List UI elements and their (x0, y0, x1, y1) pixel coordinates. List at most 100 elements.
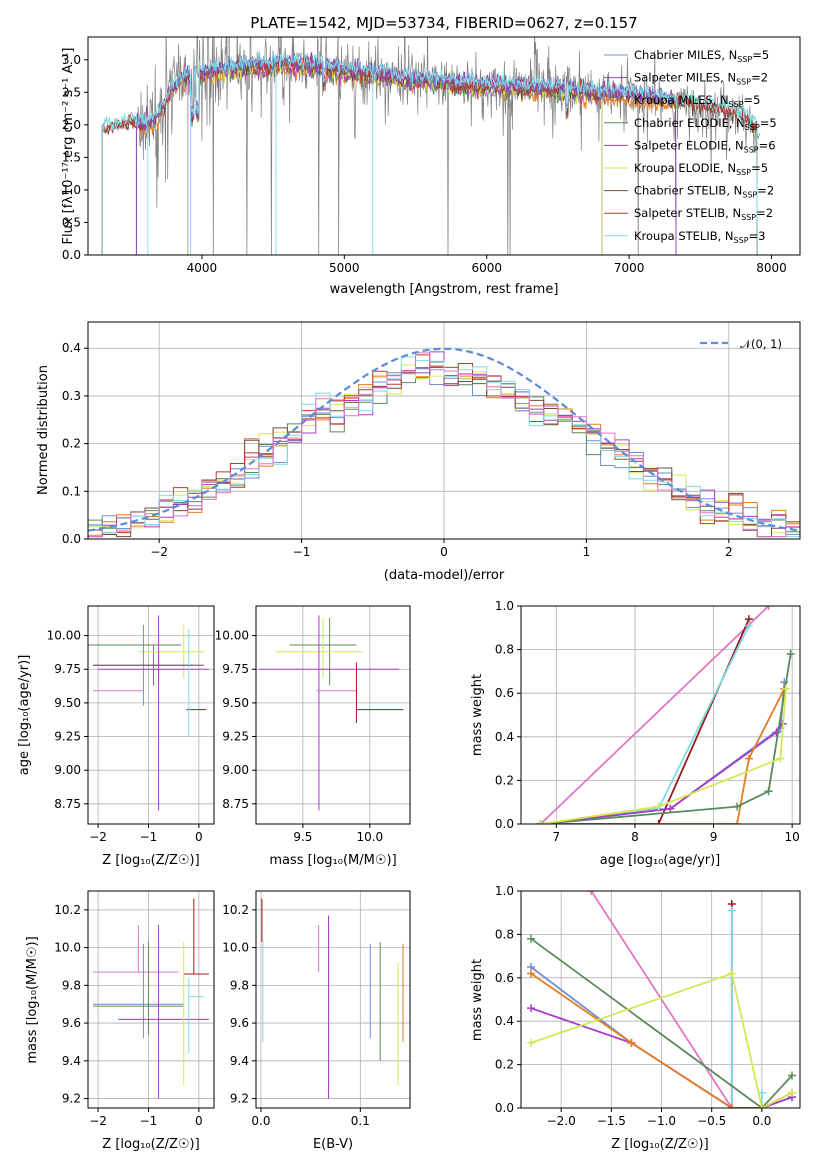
legend-entry: Kroupa ELODIE, NSSP=5 (634, 161, 768, 177)
legend-entry: Kroupa MILES, NSSP=5 (634, 93, 760, 109)
weight-marker (772, 728, 781, 737)
axes-frame (520, 605, 801, 825)
x-tick-label: 8 (631, 830, 639, 844)
legend-count: =3 (749, 229, 766, 243)
x-tick-label: 8000 (756, 261, 787, 275)
x-tick-label: −0.5 (697, 1114, 726, 1128)
y-tick-label: 0.3 (62, 389, 81, 403)
x-tick-label: 0.1 (351, 1114, 370, 1128)
y-tick-label: 9.2 (62, 1092, 81, 1106)
mw-z-ylabel: mass weight (470, 959, 485, 1041)
y-tick-label: 10.2 (54, 903, 81, 917)
y-tick-label: 10.0 (222, 941, 249, 955)
weight-marker (587, 891, 596, 895)
legend-text: Chabrier STELIB, N (634, 184, 742, 198)
mass-ebv-plot-area (261, 898, 404, 1099)
y-tick-label: 9.00 (222, 763, 249, 777)
y-tick-label: 9.75 (54, 662, 81, 676)
y-tick-label: 10.2 (222, 903, 249, 917)
y-tick-label: 10.0 (54, 941, 81, 955)
y-tick-label: 1.0 (62, 183, 81, 197)
legend-count: =2 (756, 206, 773, 220)
legend-text: Salpeter MILES, N (634, 71, 736, 85)
axes-frame (255, 605, 411, 825)
x-tick-label: 4000 (187, 261, 218, 275)
y-tick-label: 0.0 (62, 532, 81, 546)
y-tick-label: 0.4 (495, 1014, 514, 1028)
age-z-ylabel: age [log₁₀(age/yr)] (17, 655, 32, 776)
y-tick-label: 0.1 (62, 484, 81, 498)
weight-marker (654, 802, 663, 811)
y-tick-label: 0.0 (495, 817, 514, 831)
axes-frame (87, 36, 801, 256)
age-z-xlabel: Z [log₁₀(Z/Z☉)] (102, 853, 199, 868)
legend-entry: Salpeter MILES, NSSP=2 (634, 71, 768, 87)
y-tick-label: 8.75 (54, 797, 81, 811)
x-tick-label: 1 (583, 545, 591, 559)
y-tick-label: 9.6 (230, 1016, 249, 1030)
weight-series (540, 688, 786, 824)
x-tick-label: −1 (293, 545, 311, 559)
weight-series (540, 653, 792, 824)
y-tick-label: 2.0 (62, 118, 81, 132)
y-tick-label: 0.8 (495, 643, 514, 657)
x-tick-label: 0 (440, 545, 448, 559)
weight-marker (666, 804, 675, 813)
y-tick-label: 9.8 (230, 978, 249, 992)
age-mass-plot-area (258, 615, 404, 811)
weight-marker (527, 1038, 536, 1047)
legend-count: =5 (752, 48, 769, 62)
mw-age-plot-area (536, 606, 795, 824)
x-tick-label: −2.0 (547, 1114, 576, 1128)
weight-marker (733, 820, 742, 824)
y-tick-label: 9.2 (230, 1092, 249, 1106)
age-mass-xlabel: mass [log₁₀(M/M☉)] (269, 853, 396, 868)
x-tick-label: −1 (140, 1114, 158, 1128)
legend-subscript: SSP (734, 236, 749, 245)
mass-ebv-axes: 0.0 0.1 9.2 9.4 9.6 9.8 10.0 10.2 (222, 891, 410, 1128)
mass-ebv-xlabel: E(B-V) (313, 1137, 353, 1152)
y-tick-label: 9.50 (54, 696, 81, 710)
figure-title: PLATE=1542, MJD=53734, FIBERID=0627, z=0… (250, 14, 637, 32)
y-tick-label: 0.2 (495, 773, 514, 787)
weight-marker (527, 1004, 536, 1013)
x-tick-label: −1.5 (597, 1114, 626, 1128)
age-z-plot-area (88, 615, 209, 811)
legend-subscript: SSP (736, 78, 751, 87)
weight-series (590, 891, 733, 1108)
weight-marker (654, 820, 663, 824)
residual-histogram (88, 356, 800, 538)
mass-z-ylabel: mass [log₁₀(M/M☉)] (25, 936, 40, 1063)
x-tick-label: 5000 (329, 261, 360, 275)
y-tick-label: 0.0 (62, 248, 81, 262)
y-tick-label: 10.00 (215, 629, 249, 643)
legend-text: Salpeter STELIB, N (634, 206, 741, 220)
x-tick-label: 0 (195, 1114, 203, 1128)
y-tick-label: 9.25 (54, 730, 81, 744)
y-tick-label: 9.25 (222, 730, 249, 744)
mw-z-plot-area (527, 891, 796, 1108)
y-tick-label: 1.0 (495, 884, 514, 898)
axes-frame (87, 890, 215, 1109)
weight-marker (536, 820, 545, 824)
x-tick-label: 7000 (614, 261, 645, 275)
legend-subscript: SSP (729, 100, 744, 109)
weight-marker (527, 969, 536, 978)
legend-text: Kroupa MILES, N (634, 93, 729, 107)
axes-frame (87, 321, 801, 540)
y-tick-label: 9.50 (222, 696, 249, 710)
legend-subscript: SSP (737, 55, 752, 64)
legend-entry: Salpeter ELODIE, NSSP=6 (634, 138, 776, 154)
axes-frame (87, 605, 215, 825)
weight-marker (727, 969, 736, 978)
legend-entry: Chabrier ELODIE, NSSP=5 (634, 116, 777, 132)
x-tick-label: 6000 (471, 261, 502, 275)
x-tick-label: −1.0 (647, 1114, 676, 1128)
x-tick-label: 0.0 (752, 1114, 771, 1128)
weight-series (530, 937, 793, 1108)
y-tick-label: 10.00 (47, 629, 81, 643)
weight-marker (527, 934, 536, 943)
y-tick-label: 3.0 (62, 53, 81, 67)
legend-text: Chabrier MILES, N (634, 48, 737, 62)
